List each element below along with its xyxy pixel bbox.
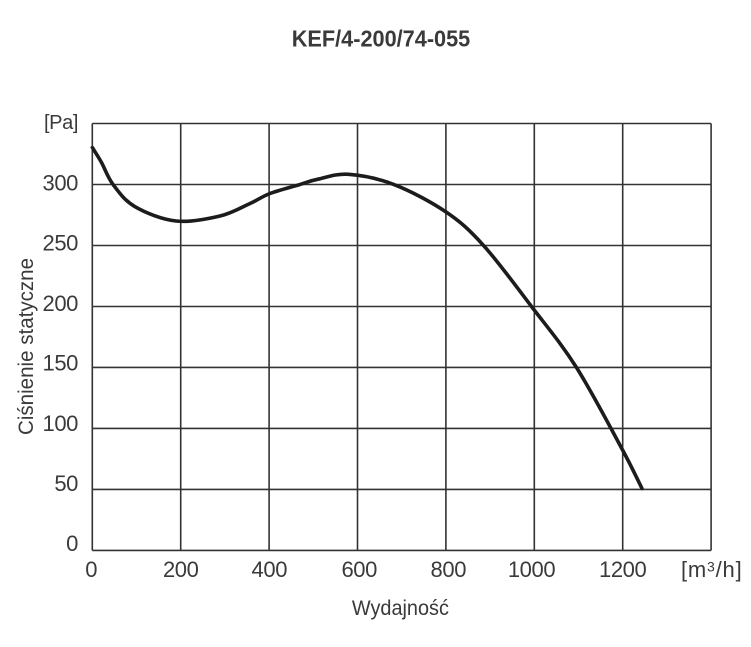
svg-text:[Pa]: [Pa] bbox=[44, 112, 78, 134]
svg-text:[m3/h]: [m3/h] bbox=[681, 557, 743, 582]
svg-text:Wydajność: Wydajność bbox=[352, 596, 449, 620]
svg-text:800: 800 bbox=[431, 557, 467, 582]
svg-text:250: 250 bbox=[42, 231, 78, 256]
svg-text:300: 300 bbox=[42, 171, 78, 196]
svg-text:100: 100 bbox=[42, 411, 78, 436]
svg-text:1000: 1000 bbox=[508, 557, 556, 582]
svg-text:400: 400 bbox=[252, 557, 288, 582]
svg-text:200: 200 bbox=[42, 291, 78, 316]
svg-text:Ciśnienie statyczne: Ciśnienie statyczne bbox=[14, 258, 38, 435]
svg-text:0: 0 bbox=[66, 531, 78, 556]
svg-text:50: 50 bbox=[54, 471, 78, 496]
svg-text:600: 600 bbox=[341, 557, 377, 582]
svg-text:1200: 1200 bbox=[599, 557, 647, 582]
svg-text:150: 150 bbox=[42, 351, 78, 376]
svg-text:KEF/4-200/74-055: KEF/4-200/74-055 bbox=[292, 26, 471, 52]
svg-text:0: 0 bbox=[85, 557, 97, 582]
svg-text:200: 200 bbox=[163, 557, 199, 582]
